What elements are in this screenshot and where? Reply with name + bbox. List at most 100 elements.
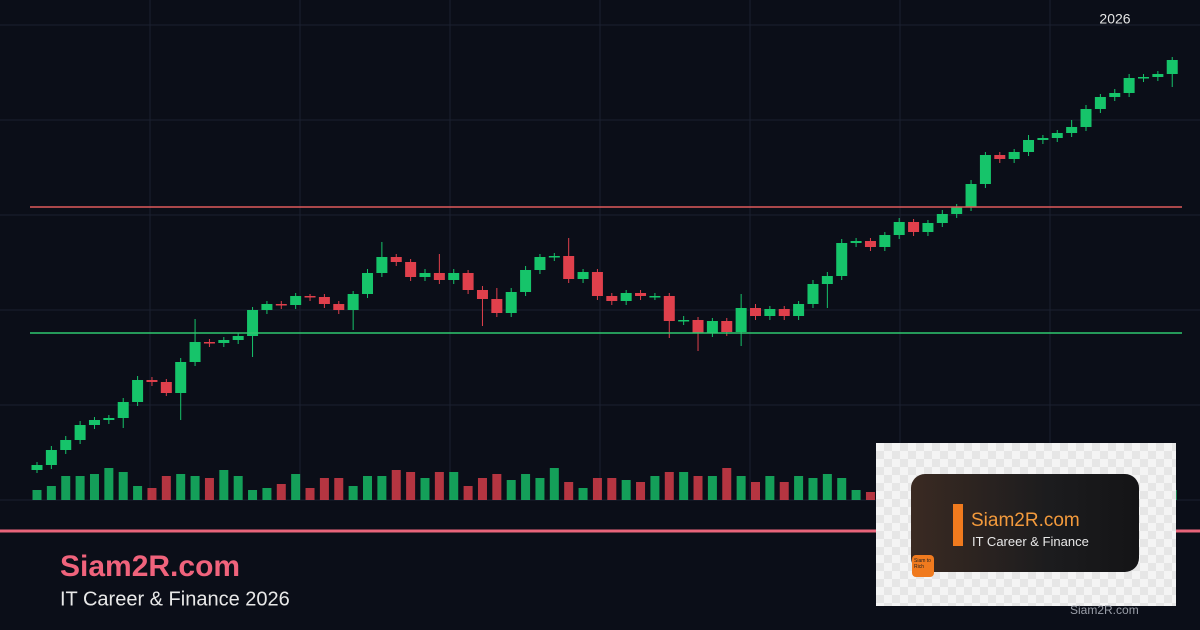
volume-bar (204, 478, 214, 500)
candle-body (261, 304, 273, 310)
volume-bar (89, 474, 99, 500)
candle-body (203, 342, 215, 344)
candle-body (750, 308, 761, 316)
candle-body (591, 272, 603, 296)
candle-body (936, 214, 948, 223)
candle-body (548, 256, 560, 258)
volume-bar (161, 476, 171, 500)
candle-body (706, 321, 718, 333)
volume-bar (736, 476, 746, 500)
candle-body (1037, 138, 1049, 140)
candle-body (807, 284, 819, 304)
volume-bar (506, 480, 516, 500)
candle-body (577, 272, 589, 279)
volume-bar (822, 474, 832, 500)
candle-body (735, 308, 747, 332)
candle-body (1123, 78, 1135, 93)
candle-body (620, 293, 632, 301)
volume-bar (607, 478, 617, 500)
candle-body (663, 296, 675, 321)
candle-body (606, 296, 618, 301)
volume-bar (535, 478, 545, 500)
candle-body (1008, 152, 1020, 159)
candle-body (836, 243, 848, 276)
volume-bar (794, 476, 804, 500)
candle-body (994, 155, 1006, 159)
candle-body (218, 340, 230, 343)
volume-bar (176, 474, 186, 500)
candle-body (45, 450, 57, 465)
candle-body (1109, 93, 1121, 97)
candle-body (88, 420, 100, 425)
volume-bar (578, 488, 588, 500)
candle-body (1152, 74, 1164, 77)
volume-bar (564, 482, 574, 500)
candle-body (419, 273, 431, 277)
candle-body (318, 297, 330, 304)
volume-bar (592, 478, 602, 500)
logo-card: Siam2R.com IT Career & Finance (911, 474, 1139, 572)
volume-bar (492, 474, 502, 500)
candle-body (448, 273, 460, 280)
volume-bar (248, 490, 258, 500)
candle-body (1166, 60, 1178, 74)
candle-body (175, 362, 187, 393)
candle-body (864, 241, 876, 247)
volume-bar (319, 478, 329, 500)
volume-bar (664, 472, 674, 500)
volume-bar (219, 470, 229, 500)
candle-body (117, 402, 129, 418)
candle-body (764, 309, 776, 316)
volume-bar (391, 470, 401, 500)
candle-body (721, 321, 733, 332)
candle-body (692, 320, 704, 333)
volume-bar (779, 482, 789, 500)
candle-body (893, 222, 905, 235)
volume-bar (262, 488, 272, 500)
candle-body (778, 309, 790, 316)
volume-bar (636, 482, 646, 500)
candle-body (1137, 77, 1149, 79)
candle-body (247, 310, 259, 336)
volume-bar (147, 488, 157, 500)
candle-body (563, 256, 575, 279)
volume-bar (722, 468, 732, 500)
candle-body (1094, 97, 1106, 109)
candle-body (189, 342, 201, 362)
candle-body (433, 273, 445, 280)
candle-body (491, 299, 503, 313)
candle-body (304, 296, 316, 298)
candle-body (476, 290, 488, 299)
footer-title: Siam2R.com (60, 550, 240, 583)
volume-bar (751, 482, 760, 500)
candle-body (1051, 133, 1063, 138)
volume-bar (276, 484, 286, 500)
volume-bar (334, 478, 344, 500)
volume-bar (348, 486, 358, 500)
volume-bar (291, 474, 301, 500)
volume-bar (463, 486, 473, 500)
logo-title: Siam2R.com (971, 510, 1080, 531)
volume-bar (449, 472, 459, 500)
volume-bar (46, 486, 56, 500)
candle-body (74, 425, 86, 440)
candle-body (979, 155, 991, 184)
candle-body (146, 380, 158, 382)
candle-body (793, 304, 805, 316)
candle-body (908, 222, 920, 232)
candle-body (821, 276, 833, 284)
candle-body (405, 262, 417, 277)
volume-bar (693, 476, 703, 500)
candle-body (232, 336, 244, 340)
candle-body (635, 293, 647, 296)
volume-bar (765, 476, 775, 500)
candle-body (160, 382, 172, 393)
volume-bar (477, 478, 487, 500)
volume-bar (61, 476, 71, 500)
candle-body (951, 207, 963, 214)
volume-bar (377, 476, 387, 500)
volume-bar (75, 476, 85, 500)
candle-body (520, 270, 532, 292)
volume-bar (679, 472, 689, 500)
candle-body (376, 257, 388, 273)
